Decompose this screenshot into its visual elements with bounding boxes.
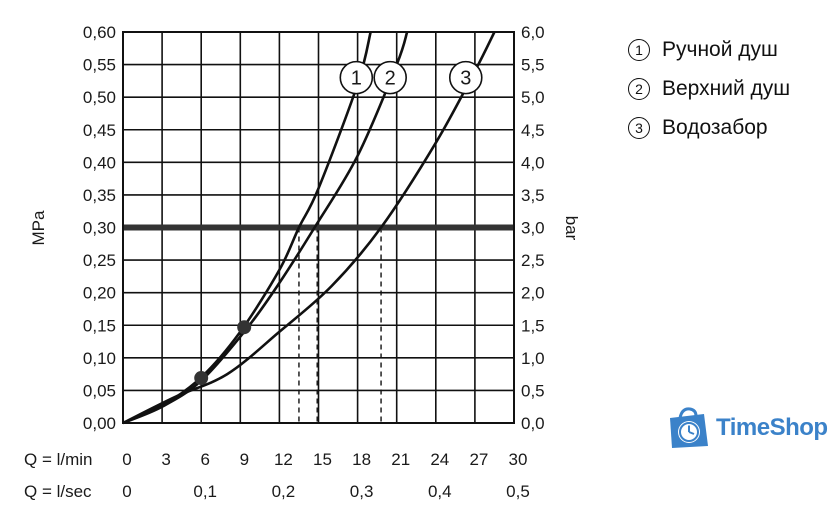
legend-marker-3: 3 [628,116,650,139]
y-tick-right-4: 2,0 [521,284,545,303]
x-tick-row0-0: 0 [122,450,131,469]
y-tick-left-4: 0,20 [83,284,116,303]
curve-label-text-1: 1 [351,68,362,90]
x-tick-row1-0: 0 [122,482,131,501]
x-tick-row0-9: 27 [469,450,488,469]
plot-frame [122,31,515,424]
legend-item-tap: 3 Водозабор [628,108,790,147]
legend: 1 Ручной душ 2 Верхний душ 3 Водозабор [628,30,790,147]
y-tick-left-10: 0,50 [83,88,116,107]
legend-label-overhead-shower: Верхний душ [662,76,791,100]
y-tick-left-7: 0,35 [83,186,116,205]
x-row-label-0: Q = l/min [24,450,93,469]
timeshop-logo[interactable]: TimeShop [664,406,828,450]
curve-label-text-2: 2 [385,68,396,90]
legend-item-overhead-shower: 2 Верхний душ [628,69,790,108]
y-tick-right-5: 2,5 [521,251,545,270]
x-axis-rows: Q = l/min 0 3 6 9 12 15 18 21 24 27 30 Q = l/sec 0 0,1… [24,450,530,501]
y-tick-right-1: 0,5 [521,381,545,400]
curve-labels: 1 2 3 [339,60,483,95]
x-tick-row0-8: 24 [430,450,449,469]
x-tick-row1-2: 0,2 [272,482,296,501]
curve-marker-1 [194,371,209,386]
y-tick-right-10: 5,0 [521,88,545,107]
x-tick-row0-6: 18 [352,450,371,469]
y-tick-left-6: 0,30 [83,219,116,238]
x-tick-row0-2: 6 [200,450,209,469]
y-tick-left-3: 0,15 [83,316,116,335]
y-tick-right-8: 4,0 [521,153,545,172]
legend-marker-1: 1 [628,38,650,61]
y-axis-right-ticks: 0,0 0,5 1,0 1,5 2,0 2,5 3,0 3,5 4,0 4,5 5,0 5,5 6,0 [521,23,545,433]
x-tick-row1-5: 0,5 [506,482,530,501]
x-tick-row0-10: 30 [509,450,528,469]
x-tick-row1-4: 0,4 [428,482,452,501]
curve-label-circle-1 [339,60,374,95]
series-curve-3 [122,31,496,425]
legend-item-hand-shower: 1 Ручной душ [628,30,790,69]
x-tick-row0-5: 15 [313,450,332,469]
x-tick-row0-7: 21 [391,450,410,469]
curve-label-circle-3 [448,60,483,95]
shopping-bag-clock-icon [670,407,708,448]
curve-label-text-3: 3 [460,68,471,90]
y-tick-right-3: 1,5 [521,316,545,335]
x-tick-row0-1: 3 [161,450,170,469]
x-tick-row1-1: 0,1 [193,482,217,501]
y-tick-left-9: 0,45 [83,121,116,140]
y-tick-left-8: 0,40 [83,153,116,172]
y-tick-left-0: 0,00 [83,414,116,433]
curve-markers [194,320,252,386]
y-axis-left-ticks: 0,00 0,05 0,10 0,15 0,20 0,25 0,30 0,35 0,40 0,45… [83,23,116,433]
x-row-label-1: Q = l/sec [24,482,92,501]
y-tick-left-12: 0,60 [83,23,116,42]
y-tick-right-11: 5,5 [521,56,545,75]
logo-text: TimeShop [716,414,828,441]
y-tick-right-12: 6,0 [521,23,545,42]
y-tick-right-6: 3,0 [521,219,545,238]
y-tick-left-5: 0,25 [83,251,116,270]
y-tick-left-11: 0,55 [83,56,116,75]
curve-label-circle-2 [373,60,407,95]
y-tick-right-0: 0,0 [521,414,545,433]
x-tick-row0-4: 12 [274,450,293,469]
y-axis-left-label: MPa [29,210,48,246]
y-tick-left-2: 0,10 [83,349,116,368]
legend-label-tap: Водозабор [662,115,768,139]
y-tick-right-7: 3,5 [521,186,545,205]
curve-marker-2 [237,320,252,335]
legend-marker-2: 2 [628,77,650,100]
legend-label-hand-shower: Ручной душ [662,37,778,61]
x-tick-row1-3: 0,3 [350,482,374,501]
y-tick-right-9: 4,5 [521,121,545,140]
x-tick-row0-3: 9 [240,450,249,469]
y-axis-right-label: bar [562,216,581,241]
y-tick-right-2: 1,0 [521,349,545,368]
dashed-drop-lines [298,227,382,423]
y-tick-left-1: 0,05 [83,381,116,400]
